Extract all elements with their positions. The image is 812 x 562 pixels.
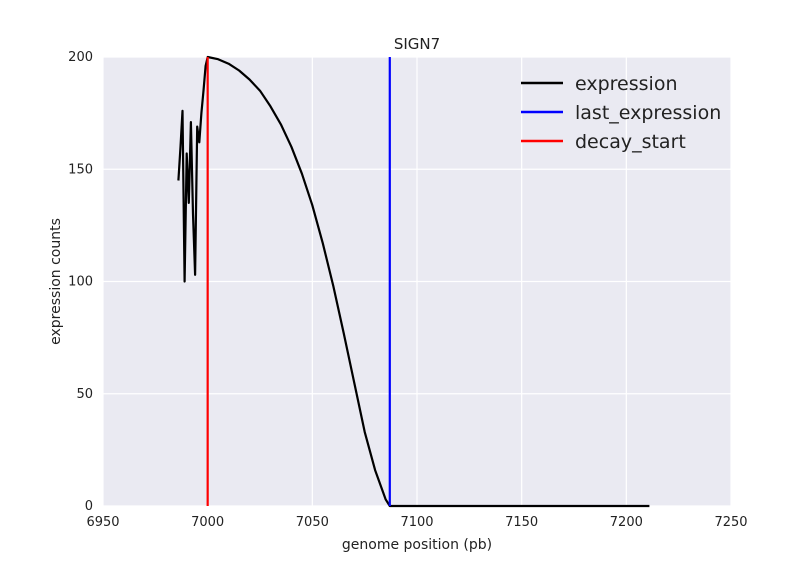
y-tick-label: 100 (68, 275, 93, 290)
y-axis-label: expression counts (48, 218, 64, 345)
chart-title: SIGN7 (394, 35, 440, 53)
series-line-expression (177, 55, 650, 508)
x-tick-label: 7200 (610, 515, 643, 530)
x-tick-label: 7050 (296, 515, 329, 530)
x-tick-label: 7250 (714, 515, 747, 530)
y-tick-label: 50 (76, 387, 93, 402)
y-tick-label: 200 (68, 50, 93, 65)
x-tick-label: 7150 (505, 515, 538, 530)
x-tick-label: 7100 (400, 515, 433, 530)
legend: expression last_expression decay_start (521, 73, 721, 153)
legend-label: expression (575, 73, 678, 95)
legend-label: last_expression (575, 102, 721, 124)
legend-label: decay_start (575, 131, 686, 153)
tick-labels: 6950 7000 7050 7100 7150 7200 7250 0 50 100 150 200 (68, 50, 747, 530)
x-axis-label: genome position (pb) (342, 537, 492, 553)
x-tick-label: 7000 (191, 515, 224, 530)
x-tick-label: 6950 (86, 515, 119, 530)
y-tick-label: 0 (85, 499, 93, 514)
series-layer (177, 55, 650, 508)
y-tick-label: 150 (68, 162, 93, 177)
